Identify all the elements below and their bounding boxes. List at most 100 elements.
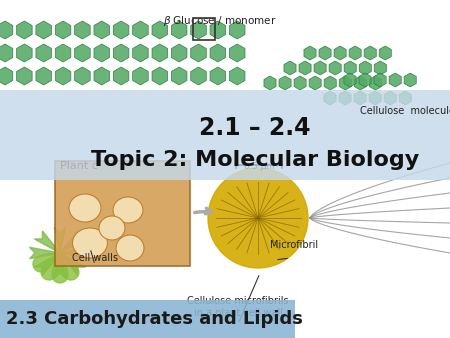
- Polygon shape: [314, 61, 326, 75]
- Polygon shape: [75, 21, 90, 39]
- Polygon shape: [210, 21, 225, 39]
- Polygon shape: [349, 46, 361, 60]
- Polygon shape: [171, 67, 187, 85]
- Ellipse shape: [72, 228, 108, 258]
- Polygon shape: [36, 67, 51, 85]
- Polygon shape: [339, 91, 351, 105]
- Polygon shape: [171, 21, 187, 39]
- Polygon shape: [113, 44, 129, 62]
- Polygon shape: [191, 21, 206, 39]
- Polygon shape: [354, 76, 366, 90]
- Polygon shape: [54, 253, 66, 279]
- Polygon shape: [60, 247, 90, 259]
- Polygon shape: [230, 21, 245, 39]
- Polygon shape: [304, 46, 316, 60]
- Polygon shape: [17, 21, 32, 39]
- Polygon shape: [36, 44, 51, 62]
- Polygon shape: [399, 91, 411, 105]
- Bar: [55, 161, 190, 266]
- Polygon shape: [0, 67, 13, 85]
- Polygon shape: [55, 67, 71, 85]
- Polygon shape: [384, 91, 396, 105]
- Polygon shape: [369, 76, 382, 90]
- Polygon shape: [374, 61, 387, 75]
- Polygon shape: [60, 231, 86, 253]
- Text: Cellulose microfibrils
in a plant cell wall: Cellulose microfibrils in a plant cell w…: [187, 296, 289, 318]
- Text: $\beta$ Glucose / monomer: $\beta$ Glucose / monomer: [163, 14, 277, 28]
- Polygon shape: [75, 67, 90, 85]
- Polygon shape: [191, 67, 206, 85]
- Polygon shape: [230, 67, 245, 85]
- Polygon shape: [60, 253, 86, 275]
- Polygon shape: [36, 21, 51, 39]
- Polygon shape: [294, 76, 306, 90]
- Polygon shape: [404, 73, 416, 87]
- Polygon shape: [94, 67, 109, 85]
- Polygon shape: [354, 91, 366, 105]
- Polygon shape: [324, 91, 336, 105]
- Polygon shape: [329, 61, 341, 75]
- Polygon shape: [309, 76, 321, 90]
- Polygon shape: [17, 67, 32, 85]
- Polygon shape: [60, 253, 79, 280]
- Polygon shape: [75, 44, 90, 62]
- Polygon shape: [389, 73, 401, 87]
- Ellipse shape: [99, 216, 125, 240]
- Polygon shape: [34, 253, 60, 275]
- Bar: [0, 90, 450, 180]
- Polygon shape: [94, 21, 109, 39]
- Polygon shape: [133, 21, 148, 39]
- Polygon shape: [230, 44, 245, 62]
- Polygon shape: [339, 76, 351, 90]
- Polygon shape: [33, 253, 60, 272]
- Polygon shape: [113, 21, 129, 39]
- Polygon shape: [264, 76, 276, 90]
- Text: 2.3 Carbohydrates and Lipids: 2.3 Carbohydrates and Lipids: [6, 310, 303, 328]
- Polygon shape: [369, 91, 381, 105]
- Polygon shape: [17, 44, 32, 62]
- Polygon shape: [29, 247, 60, 259]
- Text: Topic 2: Molecular Biology: Topic 2: Molecular Biology: [91, 150, 419, 170]
- Ellipse shape: [113, 197, 143, 223]
- Polygon shape: [152, 67, 167, 85]
- Text: Cell walls: Cell walls: [72, 253, 118, 263]
- Text: Microfibril: Microfibril: [270, 240, 318, 250]
- Polygon shape: [171, 44, 187, 62]
- Polygon shape: [54, 227, 66, 253]
- Polygon shape: [55, 44, 71, 62]
- Polygon shape: [133, 67, 148, 85]
- Polygon shape: [0, 21, 13, 39]
- Polygon shape: [359, 73, 371, 87]
- Polygon shape: [364, 46, 376, 60]
- Polygon shape: [319, 46, 331, 60]
- Polygon shape: [0, 44, 13, 62]
- Polygon shape: [359, 61, 371, 75]
- Polygon shape: [34, 231, 60, 253]
- Polygon shape: [94, 44, 109, 62]
- Polygon shape: [210, 44, 225, 62]
- Polygon shape: [52, 253, 68, 283]
- Polygon shape: [55, 21, 71, 39]
- Polygon shape: [113, 67, 129, 85]
- Polygon shape: [279, 76, 291, 90]
- Bar: [0, 300, 295, 338]
- Circle shape: [208, 168, 308, 268]
- Ellipse shape: [116, 235, 144, 261]
- Polygon shape: [133, 44, 148, 62]
- Text: Cellulose  molecules: Cellulose molecules: [360, 106, 450, 116]
- Polygon shape: [152, 44, 167, 62]
- Polygon shape: [152, 21, 167, 39]
- Polygon shape: [191, 44, 206, 62]
- Polygon shape: [41, 253, 60, 280]
- Text: Plant c: Plant c: [60, 161, 98, 171]
- Bar: [193, 18, 215, 40]
- Text: 0.5 $\mu$m: 0.5 $\mu$m: [243, 160, 275, 173]
- Polygon shape: [210, 67, 225, 85]
- Polygon shape: [324, 76, 336, 90]
- Polygon shape: [334, 46, 346, 60]
- Polygon shape: [344, 73, 356, 87]
- Ellipse shape: [69, 194, 101, 222]
- Polygon shape: [374, 73, 386, 87]
- Polygon shape: [379, 46, 392, 60]
- Polygon shape: [299, 61, 311, 75]
